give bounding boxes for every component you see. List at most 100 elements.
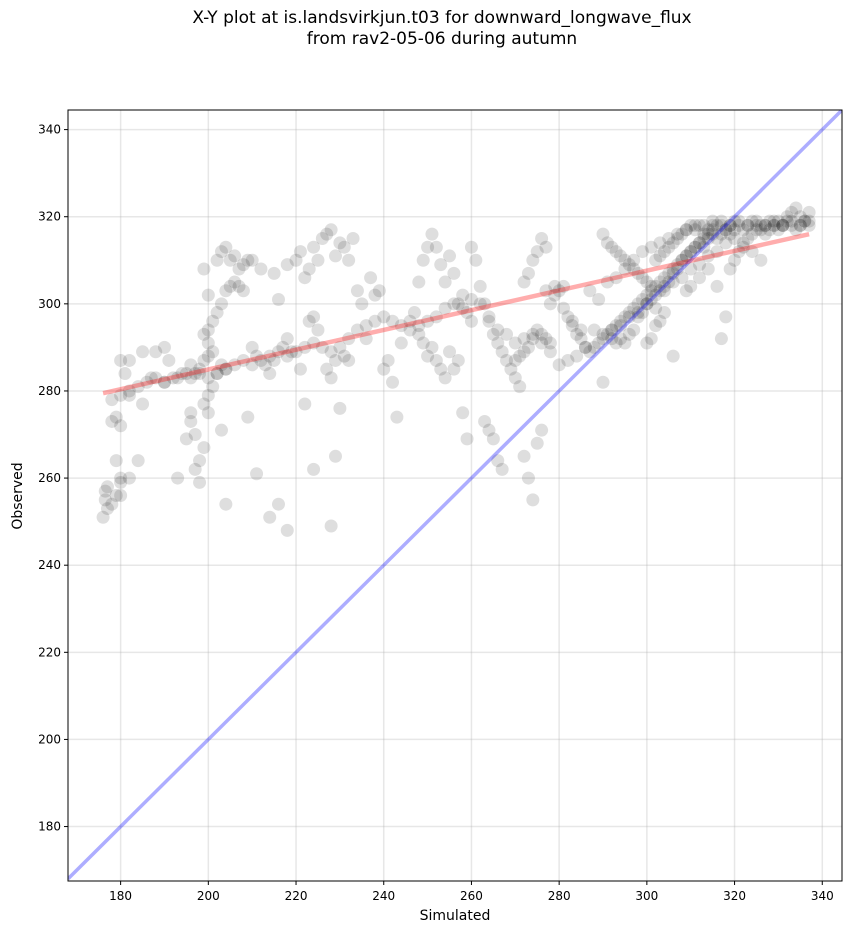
scatter-point bbox=[557, 279, 571, 293]
scatter-point bbox=[657, 284, 671, 298]
scatter-point bbox=[140, 375, 154, 389]
scatter-point bbox=[315, 340, 329, 354]
scatter-point bbox=[280, 332, 294, 346]
scatter-point bbox=[631, 310, 645, 324]
scatter-point bbox=[631, 306, 645, 320]
scatter-point bbox=[109, 454, 123, 468]
scatter-point bbox=[539, 284, 553, 298]
scatter-point bbox=[96, 510, 110, 524]
scatter-point bbox=[293, 362, 307, 376]
scatter-point bbox=[671, 232, 685, 245]
scatter-point bbox=[583, 284, 597, 298]
scatter-point bbox=[421, 314, 435, 328]
scatter-point bbox=[662, 240, 676, 254]
scatter-point bbox=[657, 271, 671, 285]
scatter-point bbox=[416, 253, 430, 267]
scatter-point bbox=[337, 240, 351, 254]
scatter-point bbox=[201, 349, 215, 363]
scatter-point bbox=[565, 314, 579, 328]
scatter-point bbox=[386, 314, 400, 328]
scatter-point bbox=[684, 245, 698, 259]
scatter-point bbox=[271, 292, 285, 306]
scatter-point bbox=[114, 388, 128, 402]
scatter-point bbox=[228, 249, 242, 263]
scatter-point bbox=[714, 332, 728, 346]
scatter-point bbox=[214, 358, 228, 372]
scatter-point bbox=[609, 245, 623, 259]
scatter-point bbox=[114, 489, 128, 502]
scatter-point bbox=[570, 349, 584, 363]
scatter-point bbox=[157, 375, 171, 389]
scatter-point bbox=[692, 258, 706, 272]
scatter-point bbox=[574, 332, 588, 346]
scatter-point bbox=[184, 371, 198, 385]
scatter-point bbox=[793, 210, 807, 224]
scatter-point bbox=[258, 358, 272, 372]
scatter-point bbox=[671, 227, 685, 241]
plot-area bbox=[68, 110, 842, 881]
scatter-point bbox=[710, 245, 724, 259]
scatter-point bbox=[206, 314, 220, 328]
scatter-point bbox=[513, 349, 527, 363]
scatter-point bbox=[214, 297, 228, 311]
scatter-point bbox=[679, 249, 693, 263]
scatter-point bbox=[749, 223, 763, 237]
scatter-point bbox=[276, 340, 290, 354]
scatter-point bbox=[605, 323, 619, 337]
scatter-point bbox=[635, 306, 649, 320]
scatter-point bbox=[429, 310, 443, 324]
x-axis-ticks: 180 200 220 240 260 280 300 320 340 bbox=[109, 881, 834, 903]
scatter-point bbox=[254, 262, 268, 276]
x-tick-label: 320 bbox=[723, 889, 746, 903]
scatter-point bbox=[635, 245, 649, 259]
scatter-point bbox=[692, 271, 706, 285]
scatter-point bbox=[736, 240, 750, 254]
scatter-point bbox=[188, 462, 202, 476]
scatter-point bbox=[785, 205, 799, 219]
scatter-point bbox=[407, 306, 421, 320]
scatter-point bbox=[635, 271, 649, 285]
scatter-point bbox=[675, 253, 689, 267]
scatter-point bbox=[662, 275, 676, 289]
scatter-point bbox=[236, 258, 250, 272]
scatter-point bbox=[193, 454, 207, 468]
data-points bbox=[96, 201, 816, 537]
scatter-point bbox=[780, 214, 794, 228]
scatter-point bbox=[671, 258, 685, 272]
scatter-point bbox=[342, 253, 356, 267]
scatter-point bbox=[293, 245, 307, 259]
scatter-point bbox=[657, 279, 671, 293]
y-tick-label: 260 bbox=[38, 471, 61, 485]
scatter-point bbox=[482, 314, 496, 328]
scatter-point bbox=[377, 310, 391, 324]
scatter-point bbox=[105, 393, 119, 407]
scatter-point bbox=[329, 353, 343, 367]
scatter-point bbox=[548, 288, 562, 302]
scatter-point bbox=[517, 332, 531, 346]
scatter-point bbox=[245, 358, 259, 372]
scatter-point bbox=[535, 336, 549, 350]
scatter-point bbox=[219, 240, 233, 254]
scatter-point bbox=[605, 240, 619, 254]
scatter-point bbox=[412, 319, 426, 333]
scatter-point bbox=[763, 223, 777, 237]
y-axis-ticks: 180 200 220 240 260 280 300 320 340 bbox=[38, 123, 68, 834]
scatter-point bbox=[631, 266, 645, 280]
scatter-point bbox=[732, 218, 746, 232]
y-tick-label: 180 bbox=[38, 820, 61, 834]
scatter-point bbox=[443, 249, 457, 263]
scatter-point bbox=[679, 223, 693, 237]
scatter-point bbox=[403, 323, 417, 337]
scatter-point bbox=[640, 297, 654, 311]
scatter-point bbox=[561, 310, 575, 324]
scatter-point bbox=[592, 292, 606, 306]
scatter-point bbox=[324, 223, 338, 237]
scatter-point bbox=[495, 345, 509, 359]
scatter-point bbox=[100, 480, 114, 494]
x-tick-label: 200 bbox=[197, 889, 220, 903]
scatter-point bbox=[649, 288, 663, 302]
scatter-point bbox=[635, 292, 649, 306]
scatter-point bbox=[263, 349, 277, 363]
identity-line bbox=[68, 110, 842, 881]
scatter-point bbox=[508, 336, 522, 350]
